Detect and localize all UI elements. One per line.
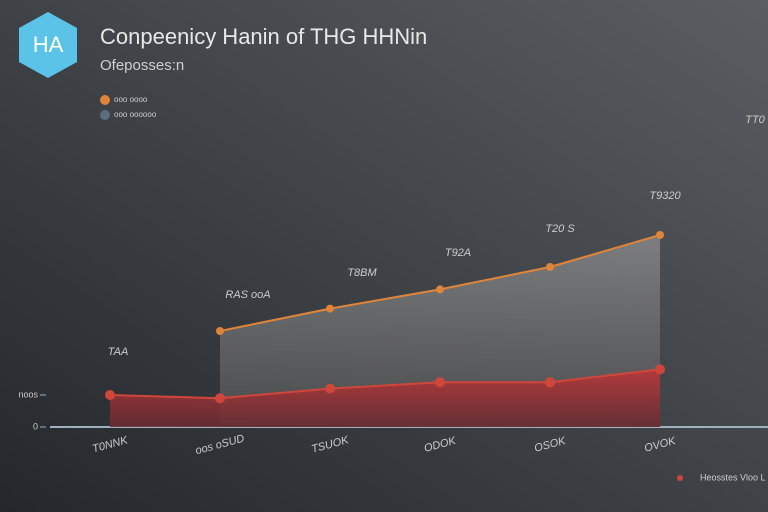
annotation: T9320: [649, 190, 681, 202]
point: [105, 390, 115, 400]
annotation: RAS ooA: [225, 289, 270, 301]
point: [655, 364, 665, 375]
area-fill: [110, 369, 660, 427]
legend-marker: [100, 110, 110, 120]
logo-hexagon: [19, 12, 77, 78]
note-marker: [677, 475, 683, 481]
point: [215, 393, 225, 404]
logo-text: HA: [33, 32, 64, 57]
y-tick-label: noos: [18, 389, 38, 399]
point: [546, 263, 554, 271]
annotation: T8BM: [347, 267, 377, 279]
point: [545, 377, 555, 388]
chart-subtitle: Ofeposses:n: [100, 57, 184, 74]
point: [436, 285, 444, 294]
annotation: T92A: [445, 247, 471, 259]
annotation: TT0: [745, 114, 765, 126]
line: [109, 368, 661, 400]
legend-label: ooo oooo: [114, 95, 148, 104]
legend-label: ooo oooooo: [114, 110, 157, 119]
y-tick-label: 0: [33, 421, 38, 431]
annotation: T20 S: [545, 223, 575, 235]
point: [326, 304, 334, 313]
point: [656, 231, 664, 239]
legend-marker: [100, 95, 110, 105]
annotation: TAA: [108, 346, 129, 358]
point: [325, 383, 335, 394]
chart-title: Conpeenicy Hanin of THG HHNin: [100, 24, 427, 49]
point: [435, 377, 445, 388]
note: Heosstes Vloo L: [700, 472, 766, 482]
point: [216, 327, 224, 335]
